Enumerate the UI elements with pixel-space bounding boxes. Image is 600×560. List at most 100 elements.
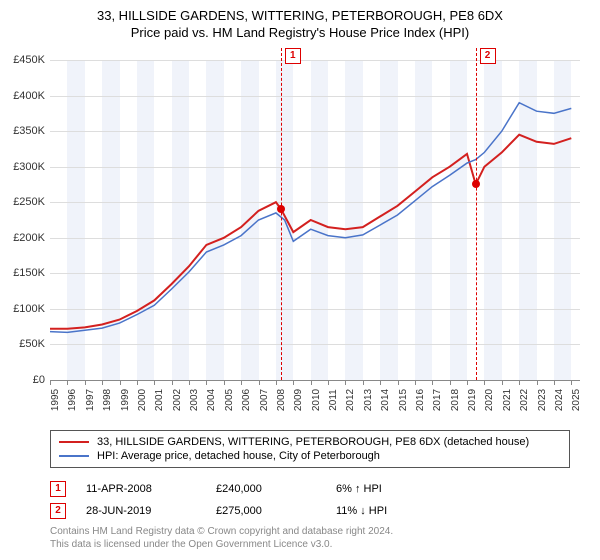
x-axis-label: 2011 <box>328 389 339 411</box>
legend-swatch <box>59 455 89 457</box>
x-tick <box>85 380 86 385</box>
x-axis-label: 2018 <box>450 389 461 411</box>
x-axis-label: 2023 <box>537 389 548 411</box>
x-tick <box>519 380 520 385</box>
event-number-box: 2 <box>50 503 66 519</box>
x-tick <box>398 380 399 385</box>
x-tick <box>571 380 572 385</box>
legend-row: 33, HILLSIDE GARDENS, WITTERING, PETERBO… <box>59 435 561 449</box>
title-line-2: Price paid vs. HM Land Registry's House … <box>0 25 600 40</box>
x-axis-label: 2017 <box>432 389 443 411</box>
event-price: £240,000 <box>216 483 336 495</box>
x-tick <box>484 380 485 385</box>
x-tick <box>363 380 364 385</box>
x-tick <box>502 380 503 385</box>
event-marker-line <box>281 48 282 380</box>
event-table: 1 11-APR-2008£240,0006% ↑ HPI 2 28-JUN-2019… <box>50 478 570 522</box>
y-axis-label: £200K <box>0 232 45 244</box>
x-tick <box>450 380 451 385</box>
x-axis-label: 2001 <box>154 389 165 411</box>
x-axis-label: 2022 <box>519 389 530 411</box>
x-tick <box>137 380 138 385</box>
x-tick <box>102 380 103 385</box>
x-axis-label: 2009 <box>293 389 304 411</box>
legend: 33, HILLSIDE GARDENS, WITTERING, PETERBO… <box>50 430 570 468</box>
x-axis-label: 2020 <box>484 389 495 411</box>
event-marker-dot <box>472 180 480 188</box>
x-axis-label: 2008 <box>276 389 287 411</box>
x-tick <box>224 380 225 385</box>
x-axis-label: 1995 <box>50 389 61 411</box>
x-axis-label: 2006 <box>241 389 252 411</box>
x-tick <box>189 380 190 385</box>
footer-line-2: This data is licensed under the Open Gov… <box>50 538 393 551</box>
x-tick <box>467 380 468 385</box>
x-tick <box>380 380 381 385</box>
y-axis-label: £300K <box>0 161 45 173</box>
x-axis-label: 2003 <box>189 389 200 411</box>
x-axis-label: 2014 <box>380 389 391 411</box>
x-axis-label: 2002 <box>172 389 183 411</box>
x-axis-label: 2012 <box>345 389 356 411</box>
x-tick <box>206 380 207 385</box>
y-axis-label: £100K <box>0 303 45 315</box>
x-tick <box>311 380 312 385</box>
footer-attribution: Contains HM Land Registry data © Crown c… <box>50 525 393 551</box>
x-axis-label: 2025 <box>571 389 582 411</box>
y-axis-label: £0 <box>0 374 45 386</box>
event-pct: 6% ↑ HPI <box>336 483 382 495</box>
x-axis-label: 2004 <box>206 389 217 411</box>
x-tick <box>241 380 242 385</box>
event-pct: 11% ↓ HPI <box>336 505 387 517</box>
y-axis-label: £400K <box>0 90 45 102</box>
y-axis-label: £450K <box>0 54 45 66</box>
x-tick <box>67 380 68 385</box>
legend-swatch <box>59 441 89 443</box>
y-axis-label: £150K <box>0 267 45 279</box>
event-marker-number: 1 <box>285 48 301 64</box>
event-table-row: 1 11-APR-2008£240,0006% ↑ HPI <box>50 478 570 500</box>
title-line-1: 33, HILLSIDE GARDENS, WITTERING, PETERBO… <box>0 8 600 23</box>
chart-title: 33, HILLSIDE GARDENS, WITTERING, PETERBO… <box>0 0 600 40</box>
x-axis-label: 2005 <box>224 389 235 411</box>
x-axis-label: 2013 <box>363 389 374 411</box>
event-date: 28-JUN-2019 <box>86 505 216 517</box>
x-axis-label: 1997 <box>85 389 96 411</box>
x-axis-label: 2007 <box>259 389 270 411</box>
x-tick <box>154 380 155 385</box>
x-axis-label: 1998 <box>102 389 113 411</box>
plot-area: 12 <box>50 60 580 381</box>
x-axis-label: 2019 <box>467 389 478 411</box>
footer-line-1: Contains HM Land Registry data © Crown c… <box>50 525 393 538</box>
x-axis-label: 2010 <box>311 389 322 411</box>
x-tick <box>259 380 260 385</box>
event-marker-line <box>476 48 477 380</box>
event-date: 11-APR-2008 <box>86 483 216 495</box>
event-number-box: 1 <box>50 481 66 497</box>
x-tick <box>120 380 121 385</box>
chart-area: 12 £0£50K£100K£150K£200K£250K£300K£350K£… <box>50 60 580 410</box>
event-marker-number: 2 <box>480 48 496 64</box>
x-tick <box>293 380 294 385</box>
line-series-svg <box>50 60 580 380</box>
y-axis-label: £350K <box>0 125 45 137</box>
y-axis-label: £50K <box>0 338 45 350</box>
x-axis-label: 1999 <box>120 389 131 411</box>
x-axis-label: 2015 <box>398 389 409 411</box>
x-tick <box>415 380 416 385</box>
x-tick <box>50 380 51 385</box>
x-tick <box>345 380 346 385</box>
legend-row: HPI: Average price, detached house, City… <box>59 449 561 463</box>
x-axis-label: 1996 <box>67 389 78 411</box>
event-table-row: 228-JUN-2019£275,00011% ↓ HPI <box>50 500 570 522</box>
x-axis-label: 2021 <box>502 389 513 411</box>
x-tick <box>432 380 433 385</box>
x-axis-label: 2024 <box>554 389 565 411</box>
series-hpi <box>50 103 571 333</box>
event-marker-dot <box>277 205 285 213</box>
x-tick <box>172 380 173 385</box>
legend-label: 33, HILLSIDE GARDENS, WITTERING, PETERBO… <box>97 436 529 448</box>
legend-label: HPI: Average price, detached house, City… <box>97 450 380 462</box>
series-property <box>50 135 571 329</box>
x-tick <box>276 380 277 385</box>
